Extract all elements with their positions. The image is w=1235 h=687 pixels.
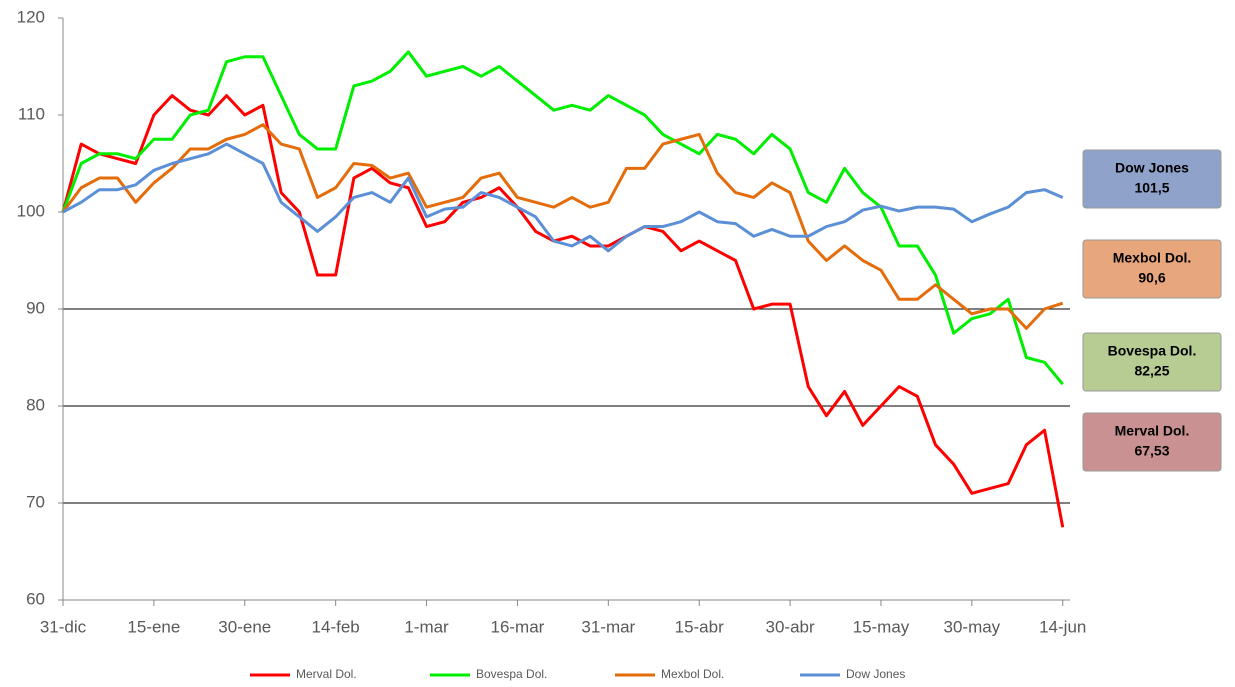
value-box-name: Mexbol Dol.: [1113, 250, 1192, 266]
x-tick-label: 14-jun: [1039, 617, 1086, 636]
y-tick-label: 120: [17, 7, 45, 26]
legend-label: Mexbol Dol.: [661, 667, 724, 681]
value-box: [1082, 239, 1222, 299]
value-box-name: Dow Jones: [1115, 160, 1189, 176]
y-tick-label: 60: [26, 589, 45, 608]
series-line: [61, 50, 1064, 386]
value-box-value: 82,25: [1134, 363, 1169, 379]
y-tick-label: 90: [26, 298, 45, 317]
legend-label: Merval Dol.: [296, 667, 357, 681]
y-tick-label: 100: [17, 201, 45, 220]
x-tick-label: 30-may: [944, 617, 1001, 636]
value-box-name: Bovespa Dol.: [1108, 343, 1197, 359]
series-line: [61, 94, 1065, 528]
value-box: [1082, 149, 1222, 209]
y-tick-label: 80: [26, 395, 45, 414]
value-box-name: Merval Dol.: [1115, 423, 1190, 439]
x-tick-label: 15-may: [853, 617, 910, 636]
y-tick-label: 110: [18, 104, 45, 123]
x-tick-label: 15-ene: [127, 617, 180, 636]
x-tick-label: 16-mar: [490, 617, 544, 636]
series-line: [61, 123, 1064, 330]
x-tick-label: 1-mar: [404, 617, 449, 636]
x-tick-label: 31-dic: [40, 617, 87, 636]
legend-label: Dow Jones: [846, 667, 905, 681]
legend-label: Bovespa Dol.: [476, 667, 547, 681]
value-box-value: 101,5: [1134, 180, 1169, 196]
value-box: [1082, 332, 1222, 392]
x-tick-label: 14-feb: [312, 617, 360, 636]
x-tick-label: 31-mar: [581, 617, 635, 636]
x-tick-label: 15-abr: [675, 617, 724, 636]
x-tick-label: 30-abr: [766, 617, 815, 636]
value-box: [1082, 412, 1222, 472]
y-tick-label: 70: [26, 492, 45, 511]
value-box-value: 67,53: [1134, 443, 1169, 459]
series-line: [62, 142, 1064, 253]
value-box-value: 90,6: [1138, 270, 1165, 286]
x-tick-label: 30-ene: [218, 617, 271, 636]
